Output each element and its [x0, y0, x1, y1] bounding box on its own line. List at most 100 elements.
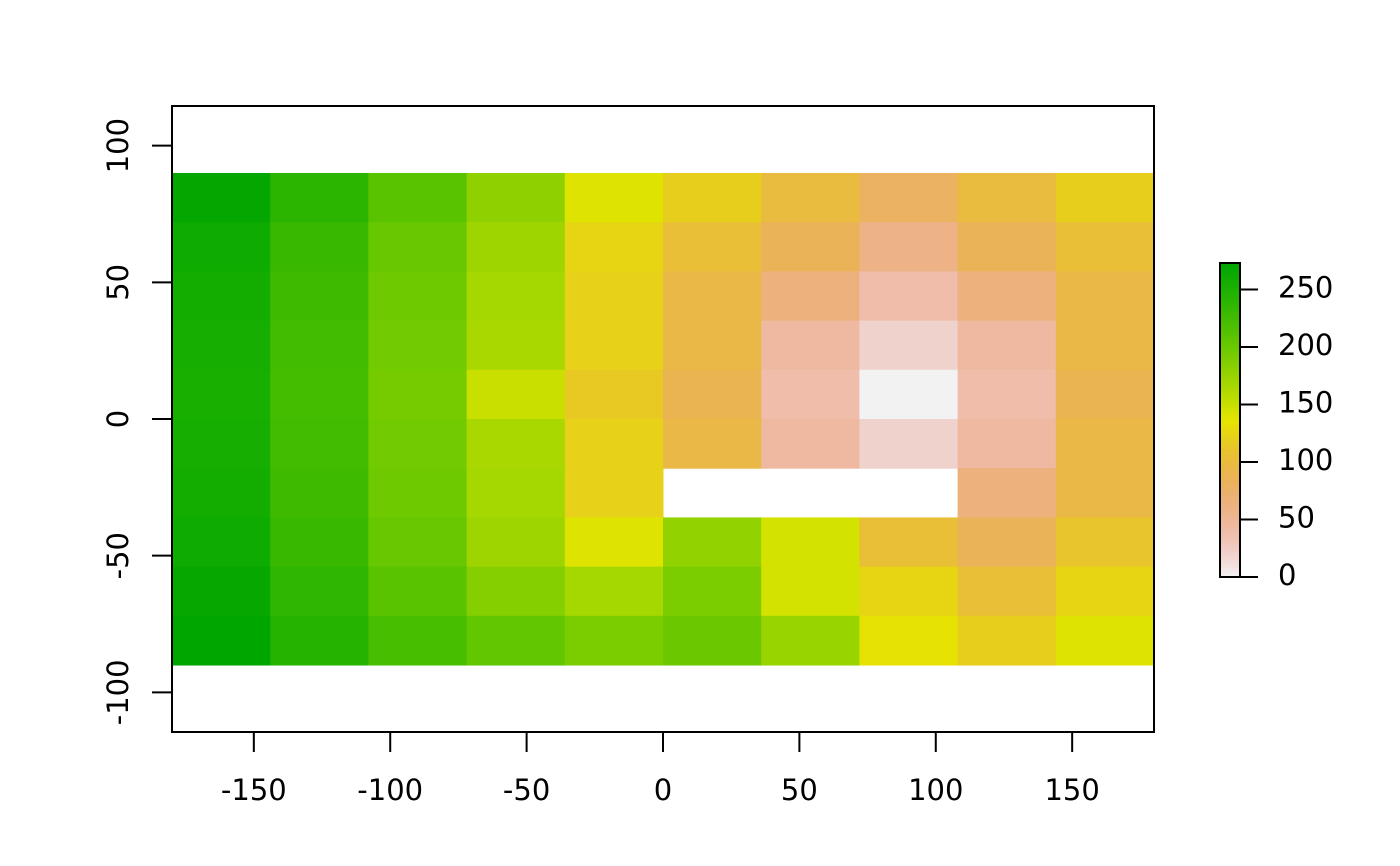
legend-swatch — [1220, 391, 1240, 396]
cell — [368, 419, 468, 469]
legend-swatch — [1220, 347, 1240, 352]
x-tick-label: 100 — [908, 773, 963, 807]
cell — [1055, 369, 1155, 420]
legend-swatch — [1220, 413, 1240, 418]
cell — [172, 271, 271, 322]
cell — [270, 369, 369, 420]
legend-swatch — [1220, 448, 1240, 452]
legend-swatch — [1220, 297, 1240, 302]
cell — [859, 566, 959, 617]
legend-swatch — [1220, 463, 1240, 468]
cell — [564, 468, 664, 518]
cell — [466, 222, 566, 272]
cell — [368, 517, 468, 568]
legend-swatch — [1220, 495, 1240, 499]
cell — [466, 320, 566, 371]
cell — [663, 172, 762, 223]
legend-swatch — [1220, 501, 1240, 506]
legend-swatch — [1220, 454, 1240, 459]
cell — [172, 468, 271, 518]
cell — [270, 320, 369, 371]
y-tick-label: -100 — [101, 659, 135, 725]
legend-swatch — [1220, 275, 1240, 280]
cell — [368, 615, 468, 666]
y-tick-label: 0 — [101, 410, 135, 428]
cell — [957, 320, 1057, 371]
cell — [957, 419, 1057, 469]
cell — [270, 172, 369, 223]
cell — [663, 566, 762, 617]
cell — [466, 566, 566, 617]
legend-swatch — [1220, 441, 1240, 446]
cell — [859, 320, 959, 371]
cell — [1055, 419, 1155, 469]
cell — [1055, 615, 1155, 666]
cell — [859, 369, 959, 420]
legend-swatch — [1220, 435, 1240, 440]
legend-swatch — [1220, 322, 1240, 327]
cell — [663, 369, 762, 420]
legend-swatch — [1220, 545, 1240, 550]
legend-swatch — [1220, 479, 1240, 484]
cell — [368, 271, 468, 322]
legend-swatch — [1220, 567, 1240, 572]
legend-swatch — [1220, 558, 1240, 562]
cell — [368, 222, 468, 272]
cell — [564, 566, 664, 617]
legend-swatch — [1220, 432, 1240, 437]
cell — [663, 419, 762, 469]
x-tick-label: -100 — [357, 773, 423, 807]
x-tick-label: 50 — [781, 773, 818, 807]
legend-swatch — [1220, 460, 1240, 465]
cell — [172, 419, 271, 469]
cell — [368, 566, 468, 617]
legend-swatch — [1220, 561, 1240, 565]
cell — [859, 517, 959, 568]
cell — [761, 320, 860, 371]
legend-swatch — [1220, 394, 1240, 399]
legend-swatch — [1220, 288, 1240, 292]
legend-swatch — [1220, 372, 1240, 377]
legend-swatch — [1220, 319, 1240, 324]
legend-swatch — [1220, 476, 1240, 481]
cell — [564, 517, 664, 568]
cell — [466, 271, 566, 322]
legend-swatch — [1220, 338, 1240, 342]
legend-swatch — [1220, 388, 1240, 393]
y-tick-label: -50 — [101, 532, 135, 579]
cell — [859, 615, 959, 666]
legend-swatch — [1220, 511, 1240, 515]
cell — [761, 369, 860, 420]
y-tick-label: 100 — [101, 118, 135, 173]
cell — [663, 271, 762, 322]
cell — [564, 419, 664, 469]
cell — [270, 271, 369, 322]
legend-swatch — [1220, 385, 1240, 390]
legend-swatch — [1220, 482, 1240, 487]
cell — [368, 468, 468, 518]
legend-swatch — [1220, 366, 1240, 371]
cell — [957, 172, 1057, 223]
legend-tick-label: 250 — [1278, 270, 1333, 304]
legend-swatch — [1220, 520, 1240, 525]
cell — [761, 566, 860, 617]
cell — [957, 615, 1057, 666]
legend-swatch — [1220, 328, 1240, 333]
cell — [957, 271, 1057, 322]
cell — [270, 566, 369, 617]
x-tick-label: 150 — [1044, 773, 1099, 807]
cell — [466, 615, 566, 666]
legend-swatch — [1220, 489, 1240, 493]
y-tick-label: 50 — [101, 264, 135, 301]
legend-swatch — [1220, 294, 1240, 299]
legend-swatch — [1220, 350, 1240, 355]
legend-swatch — [1220, 570, 1240, 575]
cell — [270, 615, 369, 666]
cell — [368, 369, 468, 420]
legend-swatch — [1220, 420, 1240, 424]
legend-swatch — [1220, 341, 1240, 346]
legend-swatch — [1220, 555, 1240, 559]
legend-swatch — [1220, 457, 1240, 462]
legend-swatch — [1220, 438, 1240, 443]
cell — [761, 517, 860, 568]
